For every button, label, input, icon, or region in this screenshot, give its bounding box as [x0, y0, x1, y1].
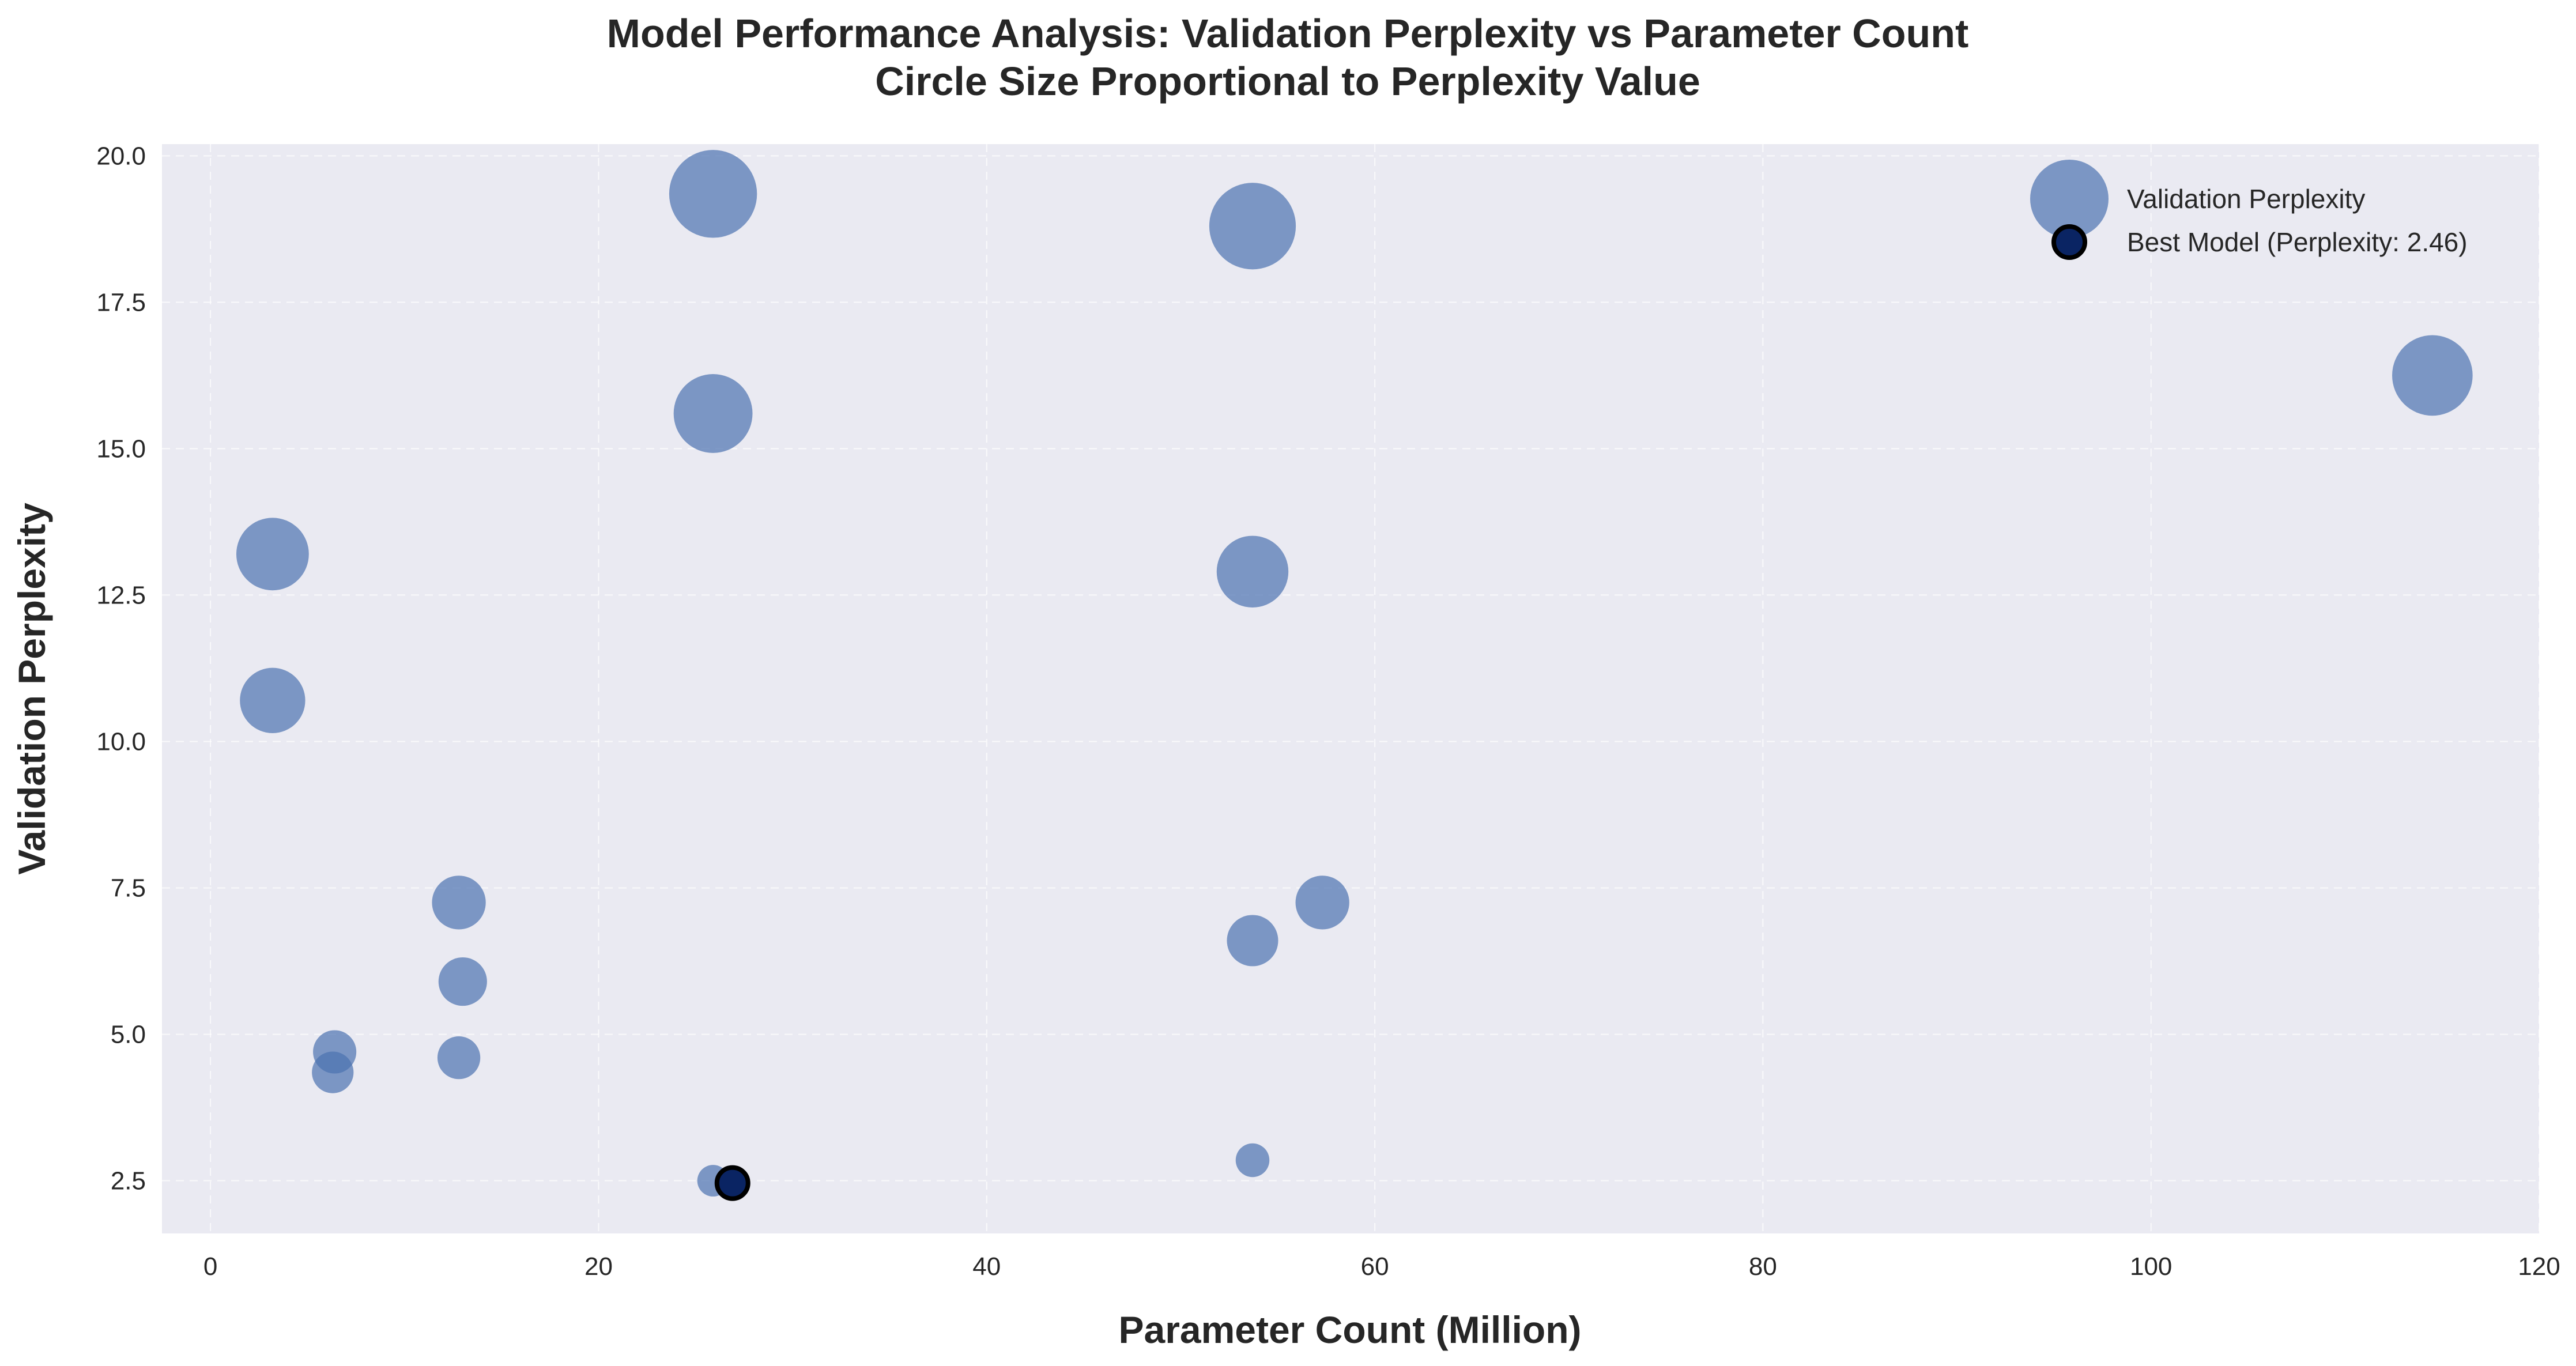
x-tick-label: 120 [2518, 1252, 2560, 1281]
scatter-point [312, 1051, 354, 1093]
y-tick-label: 2.5 [111, 1167, 146, 1195]
best-model-point [714, 1165, 750, 1201]
scatter-point [1235, 1143, 1270, 1178]
scatter-point [240, 667, 306, 733]
scatter-point [236, 518, 309, 591]
scatter-point [1216, 535, 1289, 607]
legend-marker-validation [2030, 160, 2109, 238]
grid [162, 144, 2540, 1233]
y-tick-label: 10.0 [96, 727, 146, 756]
x-axis-label: Parameter Count (Million) [1118, 1308, 1581, 1351]
scatter-point [1227, 915, 1278, 967]
x-tick-label: 100 [2130, 1252, 2172, 1281]
y-tick-label: 15.0 [96, 435, 146, 463]
best-model-points [714, 1165, 750, 1201]
y-axis-label: Validation Perplexity [10, 503, 53, 875]
y-tick-label: 20.0 [96, 142, 146, 170]
x-tick-label: 60 [1361, 1252, 1389, 1281]
chart-subtitle: Circle Size Proportional to Perplexity V… [875, 59, 1700, 104]
scatter-point [673, 374, 753, 453]
x-tick-label: 20 [584, 1252, 613, 1281]
plot-area [162, 144, 2539, 1233]
x-tick-label: 0 [203, 1252, 217, 1281]
scatter-point [1295, 876, 1349, 930]
x-tick-label: 40 [972, 1252, 1001, 1281]
y-axis-ticks: 2.5 5.0 7.5 10.0 12.5 15.0 17.5 20.0 [96, 142, 146, 1195]
scatter-point [438, 957, 487, 1006]
scatter-point [1209, 183, 1296, 270]
scatter-point [437, 1036, 481, 1080]
scatter-point [669, 150, 757, 238]
x-axis-ticks: 0 20 40 60 80 100 120 [203, 1252, 2560, 1281]
legend-marker-best-model [2051, 224, 2087, 260]
legend: Validation Perplexity Best Model (Perple… [2030, 160, 2468, 260]
x-tick-label: 80 [1749, 1252, 1777, 1281]
y-tick-label: 7.5 [111, 874, 146, 902]
scatter-point [432, 876, 486, 930]
y-tick-label: 12.5 [96, 581, 146, 609]
chart-title: Model Performance Analysis: Validation P… [607, 11, 1969, 56]
legend-label-best-model: Best Model (Perplexity: 2.46) [2127, 227, 2468, 257]
scatter-points [236, 150, 2473, 1199]
scatter-point [2392, 335, 2473, 416]
y-tick-label: 5.0 [111, 1021, 146, 1049]
y-tick-label: 17.5 [96, 288, 146, 316]
legend-label-validation: Validation Perplexity [2127, 184, 2365, 214]
